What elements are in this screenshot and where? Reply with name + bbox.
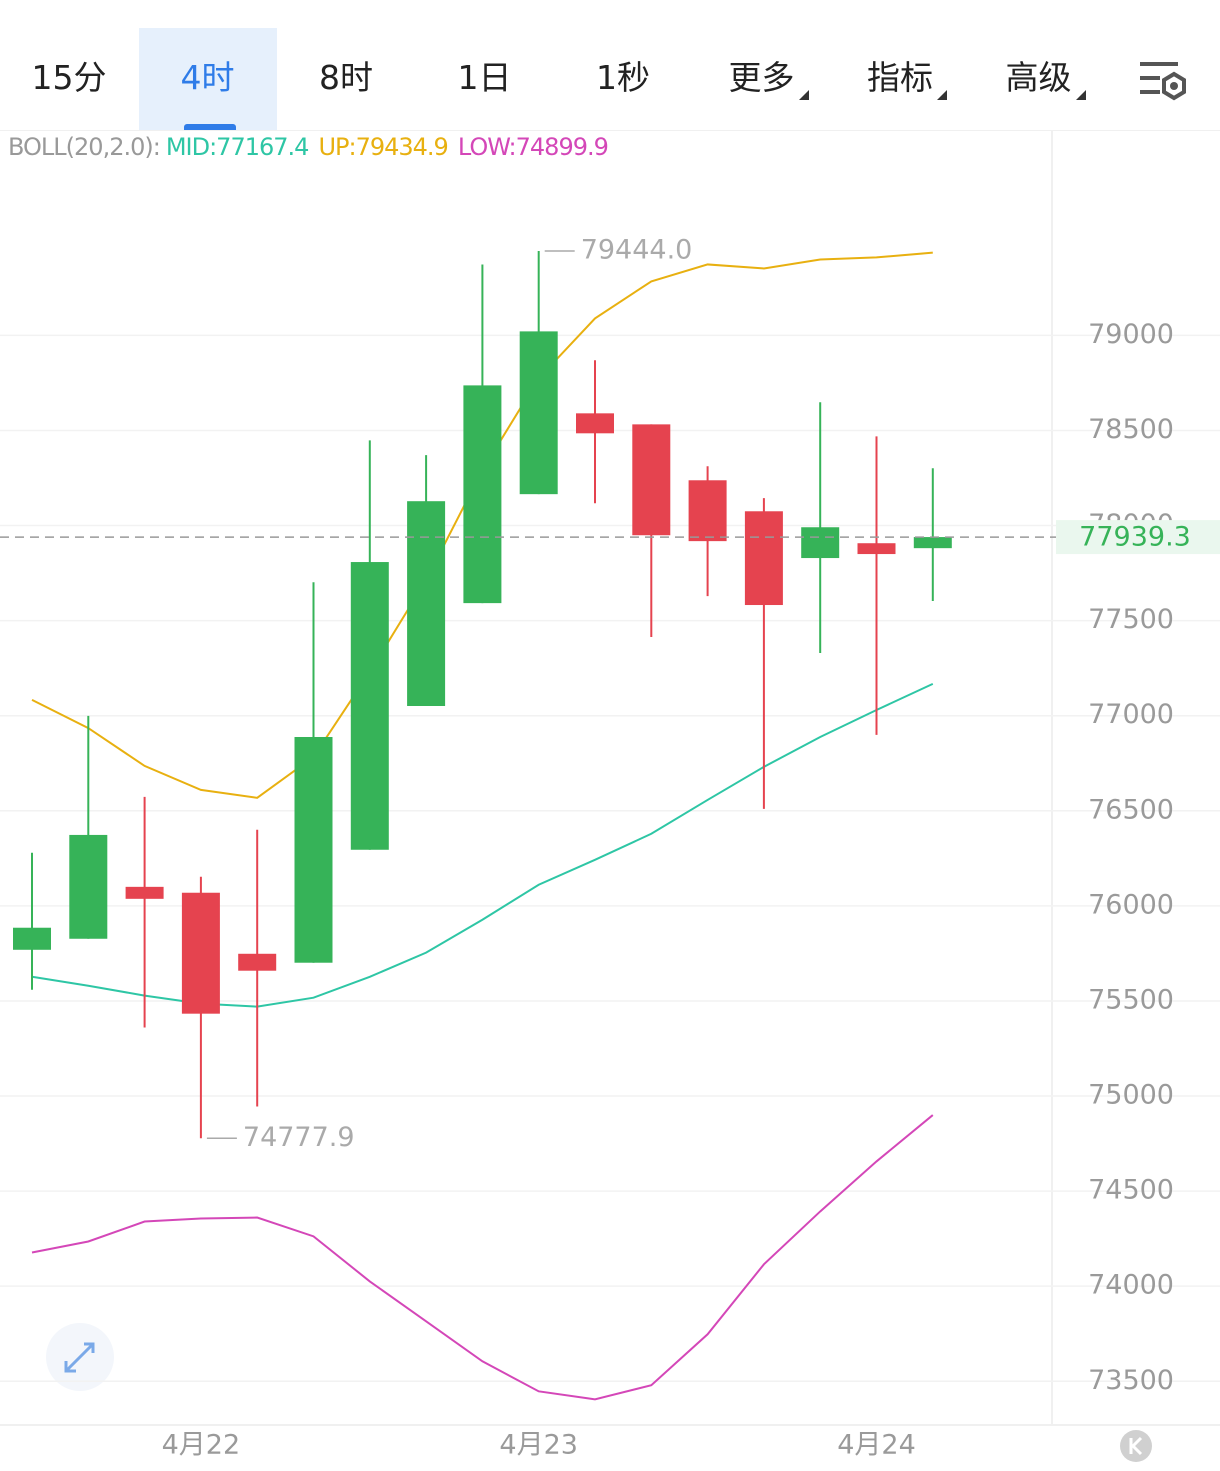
candle-body bbox=[13, 927, 51, 950]
tab[interactable]: 4时 bbox=[138, 28, 277, 130]
candle-body bbox=[576, 413, 614, 434]
candle-body bbox=[913, 537, 952, 549]
settings-icon[interactable] bbox=[1138, 60, 1190, 104]
y-tick-label: 76500 bbox=[1088, 794, 1174, 825]
x-tick-label: 4月24 bbox=[837, 1430, 916, 1461]
indicator-name: BOLL(20,2.0): bbox=[8, 133, 161, 161]
tab[interactable]: 8时 bbox=[319, 58, 373, 97]
y-tick-label: 74500 bbox=[1088, 1175, 1174, 1206]
y-tick-label: 77000 bbox=[1088, 699, 1174, 730]
candle-body bbox=[463, 385, 502, 604]
candle-body bbox=[238, 953, 277, 971]
tab[interactable]: 指标 bbox=[831, 28, 969, 130]
y-tick-label: 73500 bbox=[1088, 1365, 1174, 1396]
y-tick-label: 74000 bbox=[1088, 1270, 1174, 1301]
tab[interactable]: 15分 bbox=[31, 58, 107, 97]
candle-body bbox=[801, 527, 840, 559]
candle-body bbox=[407, 501, 446, 706]
candle-body bbox=[632, 424, 671, 536]
candle-body bbox=[125, 886, 164, 899]
y-tick-label: 75500 bbox=[1088, 984, 1174, 1015]
tab[interactable]: 高级 bbox=[970, 28, 1108, 130]
y-tick-label: 77500 bbox=[1088, 604, 1174, 635]
band-line bbox=[31, 1114, 934, 1401]
candle-body bbox=[69, 834, 108, 939]
legend-entry: MID:77167.4 bbox=[165, 133, 310, 161]
k-button[interactable] bbox=[1120, 1430, 1152, 1462]
candle-body bbox=[688, 480, 727, 542]
candle-body bbox=[857, 543, 896, 555]
expand-button[interactable] bbox=[46, 1323, 114, 1391]
tab[interactable]: 更多 bbox=[693, 28, 831, 130]
annotation-label: 79444.0 bbox=[581, 234, 693, 265]
y-tick-label: 75000 bbox=[1088, 1080, 1174, 1111]
current-price-label: 77939.3 bbox=[1079, 522, 1191, 553]
indicator-legend: BOLL(20,2.0): MID:77167.4 UP:79434.9 LOW:74… bbox=[8, 133, 618, 161]
candle-body bbox=[181, 892, 220, 1014]
y-tick-label: 78500 bbox=[1088, 414, 1174, 445]
y-tick-label: 76000 bbox=[1088, 889, 1174, 920]
x-tick-label: 4月22 bbox=[162, 1430, 241, 1461]
candle-body bbox=[350, 562, 389, 850]
candle-body bbox=[744, 511, 783, 606]
timeframe-tabs: 15分 4时 8时 1日 1秒 更多 指标 高级 bbox=[0, 28, 1220, 131]
annotation-label: 74777.9 bbox=[243, 1122, 355, 1153]
legend-entry: UP:79434.9 bbox=[318, 133, 448, 161]
candle-body bbox=[519, 331, 558, 495]
tab[interactable]: 1日 bbox=[457, 58, 512, 97]
x-tick-label: 4月23 bbox=[499, 1430, 578, 1461]
current-price-box bbox=[1056, 520, 1220, 555]
candle-body bbox=[294, 736, 333, 963]
band-line bbox=[31, 682, 934, 1008]
legend-entry: LOW:74899.9 bbox=[457, 133, 609, 161]
y-tick-label: 79000 bbox=[1088, 319, 1174, 350]
tab[interactable]: 1秒 bbox=[596, 58, 650, 97]
